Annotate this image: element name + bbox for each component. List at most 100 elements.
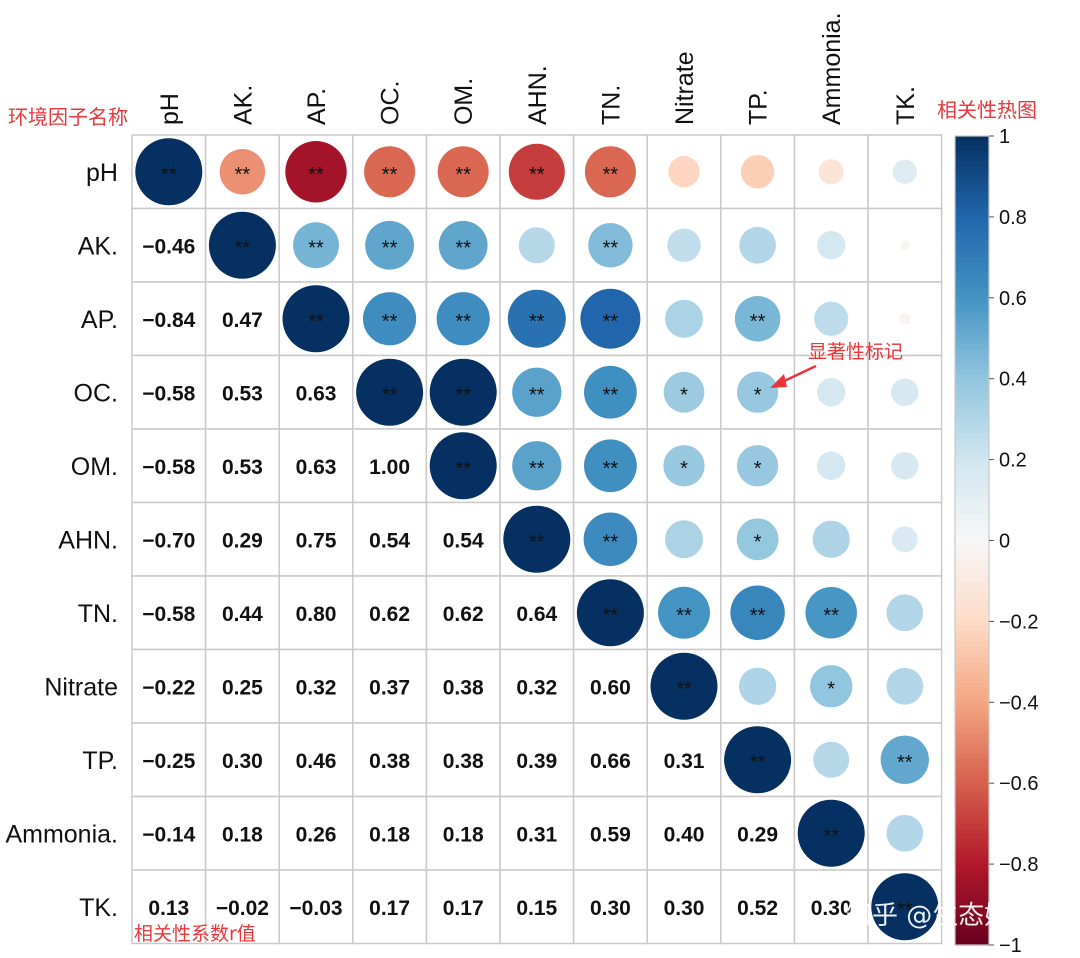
colorbar-segment bbox=[955, 221, 989, 228]
colorbar-segment bbox=[955, 216, 989, 223]
coefficient-label: 0.31 bbox=[664, 750, 705, 773]
colorbar-segment bbox=[955, 403, 989, 410]
correlation-circle bbox=[364, 146, 416, 198]
correlation-circle bbox=[438, 220, 488, 270]
grid-cell bbox=[499, 575, 575, 651]
colorbar-segment bbox=[955, 924, 989, 931]
coefficient-label: 0.63 bbox=[296, 382, 337, 405]
grid-cell bbox=[352, 501, 428, 577]
grid-cell bbox=[278, 207, 354, 283]
column-label: Ammonia. bbox=[818, 12, 846, 125]
colorbar-segment bbox=[955, 666, 989, 673]
grid-cell bbox=[720, 869, 796, 945]
colorbar-segment bbox=[955, 353, 989, 360]
colorbar-segment bbox=[955, 267, 989, 274]
coefficient-label: 0.13 bbox=[148, 897, 189, 920]
coefficient-label: 0.30 bbox=[590, 897, 631, 920]
colorbar-segment bbox=[955, 773, 989, 779]
significance-mark: ** bbox=[382, 237, 398, 259]
colorbar-tick-label: 0 bbox=[999, 531, 1010, 553]
colorbar-segment bbox=[955, 474, 989, 481]
grid-cell bbox=[278, 869, 354, 945]
row-label: AP. bbox=[81, 306, 118, 334]
column-label: OM. bbox=[450, 78, 478, 125]
correlation-circle bbox=[740, 155, 775, 189]
correlation-circle bbox=[813, 741, 850, 778]
colorbar-segment bbox=[955, 161, 989, 167]
coefficient-label: 0.38 bbox=[369, 750, 410, 773]
colorbar-segment bbox=[955, 671, 989, 678]
column-label: AP. bbox=[303, 88, 331, 125]
colorbar-segment bbox=[955, 813, 989, 820]
correlation-circle bbox=[282, 285, 350, 353]
correlation-circle bbox=[900, 240, 910, 250]
correlation-circle bbox=[797, 799, 865, 867]
coefficient-label: −0.02 bbox=[216, 897, 269, 920]
significance-mark: ** bbox=[235, 164, 251, 186]
colorbar-segment bbox=[955, 768, 989, 774]
grid-cell bbox=[278, 354, 354, 430]
significance-mark: * bbox=[754, 531, 762, 553]
correlation-circle bbox=[724, 726, 792, 794]
colorbar-segment bbox=[955, 277, 989, 284]
correlation-circle bbox=[812, 520, 850, 558]
grid-cell bbox=[499, 795, 575, 871]
significance-mark: ** bbox=[455, 311, 471, 333]
coefficient-label: 0.18 bbox=[222, 823, 263, 846]
coefficient-label: 0.62 bbox=[443, 603, 484, 626]
grid-cell bbox=[646, 869, 722, 945]
significance-mark: * bbox=[680, 458, 688, 480]
correlation-circle bbox=[665, 520, 703, 559]
colorbar-segment bbox=[955, 869, 989, 875]
correlation-circle bbox=[583, 512, 638, 567]
colorbar-segment bbox=[955, 146, 989, 152]
coefficient-label: 0.47 bbox=[222, 309, 263, 332]
column-label: TP. bbox=[745, 89, 773, 125]
colorbar-segment bbox=[955, 884, 989, 890]
correlation-circle bbox=[739, 226, 776, 264]
colorbar-segment bbox=[955, 429, 989, 435]
colorbar-segment bbox=[955, 591, 989, 597]
colorbar-segment bbox=[955, 853, 989, 860]
colorbar-segment bbox=[955, 702, 989, 708]
correlation-circle bbox=[734, 296, 781, 342]
colorbar-segment bbox=[955, 297, 989, 304]
colorbar-segment bbox=[955, 580, 989, 587]
row-label: TK. bbox=[79, 894, 118, 922]
colorbar-segment bbox=[955, 611, 989, 617]
coefficient-label: 0.80 bbox=[296, 603, 337, 626]
row-label: TP. bbox=[82, 747, 118, 775]
coefficient-label: 0.60 bbox=[590, 676, 631, 699]
colorbar-segment bbox=[955, 307, 989, 314]
significance-mark: ** bbox=[823, 825, 839, 847]
colorbar-segment bbox=[955, 687, 989, 693]
significance-mark: ** bbox=[161, 164, 177, 186]
colorbar-segment bbox=[955, 434, 989, 440]
grid-cell bbox=[131, 281, 207, 357]
column-label: AHN. bbox=[524, 65, 552, 125]
colorbar-segment bbox=[955, 641, 989, 648]
significance-mark: * bbox=[827, 678, 835, 700]
grid-cell bbox=[572, 648, 648, 724]
grid-cell bbox=[131, 501, 207, 577]
colorbar-segment bbox=[955, 242, 989, 248]
grid-cell bbox=[204, 648, 280, 724]
significance-mark: ** bbox=[455, 164, 471, 186]
correlation-circle bbox=[880, 735, 929, 784]
colorbar-segment bbox=[955, 484, 989, 491]
correlation-circle bbox=[816, 451, 846, 480]
grid-cell bbox=[131, 575, 207, 651]
colorbar-segment bbox=[955, 459, 989, 466]
colorbar-segment bbox=[955, 272, 989, 279]
colorbar-segment bbox=[955, 616, 989, 622]
column-label: AK. bbox=[229, 85, 257, 125]
coefficient-label: 0.29 bbox=[737, 823, 778, 846]
colorbar-segment bbox=[955, 606, 989, 612]
colorbar-segment bbox=[955, 515, 989, 521]
colorbar-segment bbox=[955, 414, 989, 420]
correlation-circle bbox=[650, 652, 718, 720]
correlation-circle bbox=[738, 667, 777, 705]
grid-cell bbox=[646, 134, 722, 210]
watermark: 知乎 @生态媛 bbox=[846, 901, 1010, 931]
colorbar-segment bbox=[955, 409, 989, 415]
